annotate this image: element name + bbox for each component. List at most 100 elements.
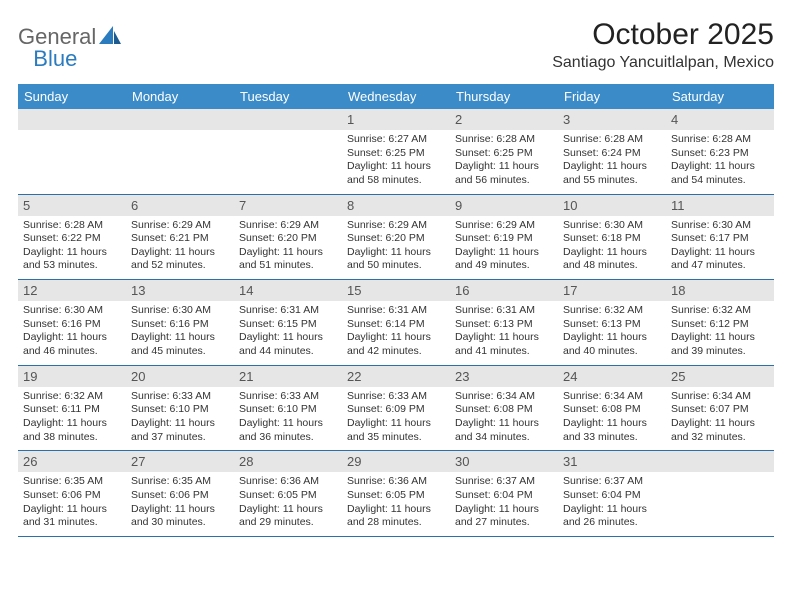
daylight-text: Daylight: 11 hours and 27 minutes.	[455, 503, 553, 530]
day-body: Sunrise: 6:35 AMSunset: 6:06 PMDaylight:…	[126, 472, 234, 536]
day-body: Sunrise: 6:30 AMSunset: 6:18 PMDaylight:…	[558, 216, 666, 280]
day-cell: 27Sunrise: 6:35 AMSunset: 6:06 PMDayligh…	[126, 451, 234, 536]
sunset-text: Sunset: 6:19 PM	[455, 232, 553, 246]
day-body: Sunrise: 6:31 AMSunset: 6:15 PMDaylight:…	[234, 301, 342, 365]
sunset-text: Sunset: 6:10 PM	[131, 403, 229, 417]
sunset-text: Sunset: 6:15 PM	[239, 318, 337, 332]
dow-cell: Friday	[558, 84, 666, 109]
day-number: 6	[126, 195, 234, 216]
sunset-text: Sunset: 6:06 PM	[131, 489, 229, 503]
location: Santiago Yancuitlalpan, Mexico	[552, 54, 774, 72]
day-cell: 4Sunrise: 6:28 AMSunset: 6:23 PMDaylight…	[666, 109, 774, 194]
dow-cell: Thursday	[450, 84, 558, 109]
daylight-text: Daylight: 11 hours and 42 minutes.	[347, 331, 445, 358]
day-number: 16	[450, 280, 558, 301]
day-number: 28	[234, 451, 342, 472]
day-cell: 11Sunrise: 6:30 AMSunset: 6:17 PMDayligh…	[666, 195, 774, 280]
day-number: 10	[558, 195, 666, 216]
brand-blue: Blue	[33, 46, 77, 71]
day-cell	[18, 109, 126, 194]
sunset-text: Sunset: 6:21 PM	[131, 232, 229, 246]
sunrise-text: Sunrise: 6:29 AM	[131, 219, 229, 233]
sunrise-text: Sunrise: 6:32 AM	[23, 390, 121, 404]
day-body: Sunrise: 6:32 AMSunset: 6:12 PMDaylight:…	[666, 301, 774, 365]
daylight-text: Daylight: 11 hours and 55 minutes.	[563, 160, 661, 187]
day-number	[126, 109, 234, 130]
daylight-text: Daylight: 11 hours and 48 minutes.	[563, 246, 661, 273]
daylight-text: Daylight: 11 hours and 28 minutes.	[347, 503, 445, 530]
sunset-text: Sunset: 6:18 PM	[563, 232, 661, 246]
day-body: Sunrise: 6:29 AMSunset: 6:21 PMDaylight:…	[126, 216, 234, 280]
day-number: 27	[126, 451, 234, 472]
day-body: Sunrise: 6:36 AMSunset: 6:05 PMDaylight:…	[234, 472, 342, 536]
sunset-text: Sunset: 6:20 PM	[239, 232, 337, 246]
sunrise-text: Sunrise: 6:33 AM	[347, 390, 445, 404]
day-number: 5	[18, 195, 126, 216]
daylight-text: Daylight: 11 hours and 29 minutes.	[239, 503, 337, 530]
day-cell	[234, 109, 342, 194]
day-number: 8	[342, 195, 450, 216]
day-body: Sunrise: 6:33 AMSunset: 6:09 PMDaylight:…	[342, 387, 450, 451]
day-cell: 5Sunrise: 6:28 AMSunset: 6:22 PMDaylight…	[18, 195, 126, 280]
day-number: 23	[450, 366, 558, 387]
sunset-text: Sunset: 6:13 PM	[455, 318, 553, 332]
sunrise-text: Sunrise: 6:29 AM	[239, 219, 337, 233]
day-cell: 29Sunrise: 6:36 AMSunset: 6:05 PMDayligh…	[342, 451, 450, 536]
day-body: Sunrise: 6:29 AMSunset: 6:20 PMDaylight:…	[342, 216, 450, 280]
sunset-text: Sunset: 6:09 PM	[347, 403, 445, 417]
day-number: 2	[450, 109, 558, 130]
day-number: 12	[18, 280, 126, 301]
daylight-text: Daylight: 11 hours and 41 minutes.	[455, 331, 553, 358]
calendar: SundayMondayTuesdayWednesdayThursdayFrid…	[18, 84, 774, 537]
day-cell: 18Sunrise: 6:32 AMSunset: 6:12 PMDayligh…	[666, 280, 774, 365]
dow-cell: Tuesday	[234, 84, 342, 109]
day-body: Sunrise: 6:37 AMSunset: 6:04 PMDaylight:…	[558, 472, 666, 536]
sunset-text: Sunset: 6:14 PM	[347, 318, 445, 332]
day-number: 9	[450, 195, 558, 216]
sunset-text: Sunset: 6:16 PM	[23, 318, 121, 332]
day-cell: 10Sunrise: 6:30 AMSunset: 6:18 PMDayligh…	[558, 195, 666, 280]
day-cell	[666, 451, 774, 536]
day-body: Sunrise: 6:33 AMSunset: 6:10 PMDaylight:…	[126, 387, 234, 451]
sunset-text: Sunset: 6:11 PM	[23, 403, 121, 417]
day-cell: 16Sunrise: 6:31 AMSunset: 6:13 PMDayligh…	[450, 280, 558, 365]
daylight-text: Daylight: 11 hours and 40 minutes.	[563, 331, 661, 358]
daylight-text: Daylight: 11 hours and 46 minutes.	[23, 331, 121, 358]
sunset-text: Sunset: 6:17 PM	[671, 232, 769, 246]
day-number: 7	[234, 195, 342, 216]
day-cell: 1Sunrise: 6:27 AMSunset: 6:25 PMDaylight…	[342, 109, 450, 194]
week-row: 12Sunrise: 6:30 AMSunset: 6:16 PMDayligh…	[18, 280, 774, 366]
sunrise-text: Sunrise: 6:36 AM	[239, 475, 337, 489]
day-number: 25	[666, 366, 774, 387]
day-body: Sunrise: 6:35 AMSunset: 6:06 PMDaylight:…	[18, 472, 126, 536]
sunset-text: Sunset: 6:12 PM	[671, 318, 769, 332]
day-cell: 6Sunrise: 6:29 AMSunset: 6:21 PMDaylight…	[126, 195, 234, 280]
header: General Blue October 2025 Santiago Yancu…	[18, 18, 774, 72]
sunrise-text: Sunrise: 6:31 AM	[239, 304, 337, 318]
sunrise-text: Sunrise: 6:34 AM	[455, 390, 553, 404]
day-cell: 25Sunrise: 6:34 AMSunset: 6:07 PMDayligh…	[666, 366, 774, 451]
day-number: 15	[342, 280, 450, 301]
sunset-text: Sunset: 6:06 PM	[23, 489, 121, 503]
sunset-text: Sunset: 6:24 PM	[563, 147, 661, 161]
sunrise-text: Sunrise: 6:37 AM	[455, 475, 553, 489]
dow-row: SundayMondayTuesdayWednesdayThursdayFrid…	[18, 84, 774, 109]
day-number: 3	[558, 109, 666, 130]
sunset-text: Sunset: 6:04 PM	[455, 489, 553, 503]
daylight-text: Daylight: 11 hours and 26 minutes.	[563, 503, 661, 530]
day-cell: 15Sunrise: 6:31 AMSunset: 6:14 PMDayligh…	[342, 280, 450, 365]
dow-cell: Monday	[126, 84, 234, 109]
daylight-text: Daylight: 11 hours and 33 minutes.	[563, 417, 661, 444]
day-body: Sunrise: 6:28 AMSunset: 6:25 PMDaylight:…	[450, 130, 558, 194]
day-number: 31	[558, 451, 666, 472]
day-body: Sunrise: 6:31 AMSunset: 6:13 PMDaylight:…	[450, 301, 558, 365]
sunrise-text: Sunrise: 6:33 AM	[131, 390, 229, 404]
sunrise-text: Sunrise: 6:30 AM	[563, 219, 661, 233]
sunrise-text: Sunrise: 6:29 AM	[455, 219, 553, 233]
day-number: 4	[666, 109, 774, 130]
daylight-text: Daylight: 11 hours and 37 minutes.	[131, 417, 229, 444]
day-body: Sunrise: 6:34 AMSunset: 6:08 PMDaylight:…	[450, 387, 558, 451]
daylight-text: Daylight: 11 hours and 53 minutes.	[23, 246, 121, 273]
day-body: Sunrise: 6:36 AMSunset: 6:05 PMDaylight:…	[342, 472, 450, 536]
daylight-text: Daylight: 11 hours and 31 minutes.	[23, 503, 121, 530]
